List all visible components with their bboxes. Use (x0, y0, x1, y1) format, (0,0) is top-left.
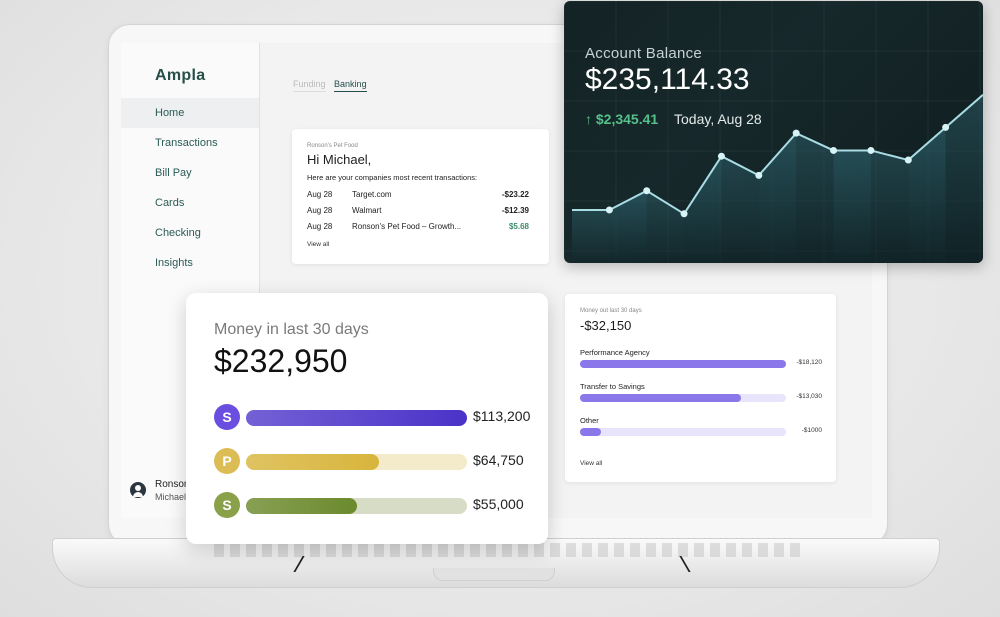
balance-title: Account Balance (585, 45, 703, 62)
money-in-bar-track (246, 454, 467, 470)
money-in-value: $232,950 (214, 343, 348, 379)
transaction-date: Aug 28 (307, 222, 333, 231)
trend-point (755, 171, 763, 179)
trend-area-segment (796, 133, 834, 263)
sidebar-item-home[interactable]: Home (121, 98, 259, 128)
balance-trend-chart (564, 1, 983, 263)
trend-area-segment (758, 133, 797, 263)
greeting: Hi Michael, (307, 152, 372, 167)
sidebar-item-bill-pay[interactable]: Bill Pay (155, 167, 192, 179)
trend-area-segment (572, 209, 610, 263)
trend-point (830, 146, 838, 154)
tab-banking[interactable]: Banking (334, 79, 367, 92)
money-in-card: Money in last 30 days $232,950 S $113,20… (186, 293, 548, 544)
transactions-subtitle: Here are your companies most recent tran… (307, 173, 478, 182)
table-row[interactable]: Aug 28 Ronson's Pet Food – Growth... $5.… (307, 222, 529, 234)
money-out-item-amount: -$1000 (801, 427, 822, 434)
money-out-item-name: Performance Agency (580, 348, 650, 357)
trend-point (680, 210, 688, 218)
transaction-name: Ronson's Pet Food – Growth... (352, 222, 462, 231)
trend-point (867, 146, 875, 154)
money-out-label: Money out last 30 days (580, 308, 642, 314)
laptop-keyboard (214, 543, 804, 557)
transaction-amount: $5.68 (508, 222, 529, 231)
trend-area-segment (609, 190, 647, 263)
list-item[interactable]: Transfer to Savings -$13,030 (580, 382, 822, 412)
money-out-card: Money out last 30 days -$32,150 Performa… (565, 294, 836, 482)
money-out-bar-fill (580, 428, 601, 436)
trend-point (605, 206, 613, 214)
transaction-name: Walmart (352, 206, 382, 215)
money-out-total: -$32,150 (580, 318, 632, 333)
trend-area-segment (684, 156, 722, 263)
money-out-item-amount: -$13,030 (796, 393, 822, 400)
transaction-name: Target.com (352, 190, 392, 199)
recent-transactions-card: Ronson's Pet Food Hi Michael, Here are y… (292, 129, 549, 264)
user-avatar-icon (130, 482, 146, 498)
money-in-amount: $113,200 (473, 408, 531, 424)
money-out-item-name: Transfer to Savings (580, 382, 645, 391)
table-row[interactable]: Aug 28 Walmart -$12.39 (307, 206, 529, 218)
tab-bar: Funding Banking (293, 79, 373, 92)
money-out-bar-fill (580, 360, 786, 368)
user-sub: Michael (155, 492, 187, 502)
balance-change: ↑ $2,345.41 (585, 111, 659, 127)
money-in-title: Money in last 30 days (214, 321, 369, 338)
trend-point (942, 123, 950, 131)
money-out-bar-fill (580, 394, 741, 402)
stripe-icon: S (214, 404, 240, 430)
view-all-money-out-link[interactable]: View all (580, 460, 603, 467)
sidebar-item-insights[interactable]: Insights (155, 257, 193, 269)
trend-point (643, 187, 651, 195)
paypal-icon: P (214, 448, 240, 474)
laptop-notch (433, 568, 555, 581)
list-item[interactable]: Performance Agency -$18,120 (580, 348, 822, 378)
trend-area-segment (721, 156, 759, 263)
trend-point (717, 152, 725, 160)
app-logo[interactable]: Ampla (155, 67, 206, 84)
view-all-transactions-link[interactable]: View all (307, 241, 330, 248)
list-item[interactable]: Other -$1000 (580, 416, 822, 446)
money-in-bar-track (246, 410, 467, 426)
balance-value: $235,114.33 (585, 63, 750, 96)
trend-area-segment (870, 150, 909, 263)
transaction-amount: -$12.39 (501, 206, 529, 215)
money-in-amount: $55,000 (473, 496, 524, 512)
balance-date: Today, Aug 28 (674, 111, 762, 127)
list-item[interactable]: P $64,750 (214, 448, 534, 476)
shopify-icon: S (214, 492, 240, 518)
sidebar-nav: Home Transactions Bill Pay Cards Checkin… (121, 98, 259, 278)
sidebar-item-transactions[interactable]: Transactions (155, 137, 218, 149)
money-in-bar-fill (246, 454, 379, 470)
tab-funding[interactable]: Funding (293, 79, 326, 92)
list-item[interactable]: S $113,200 (214, 404, 534, 432)
trend-area-segment (908, 127, 946, 263)
table-row[interactable]: Aug 28 Target.com -$23.22 (307, 190, 529, 202)
company-name: Ronson's Pet Food (307, 143, 358, 149)
transaction-date: Aug 28 (307, 190, 333, 199)
transaction-amount: -$23.22 (501, 190, 529, 199)
user-profile[interactable]: Ronson Michael (130, 477, 259, 507)
money-out-bar-track (580, 360, 786, 368)
sidebar-item-cards[interactable]: Cards (155, 197, 185, 209)
money-out-bar-track (580, 428, 786, 436)
money-in-amount: $64,750 (473, 452, 524, 468)
trend-point (904, 156, 912, 164)
money-out-bar-track (580, 394, 786, 402)
money-in-bar-fill (246, 410, 467, 426)
trend-area-segment (945, 94, 983, 263)
money-in-bar-fill (246, 498, 357, 514)
list-item[interactable]: S $55,000 (214, 492, 534, 520)
account-balance-card: Account Balance $235,114.33 ↑ $2,345.41 … (564, 1, 983, 263)
money-out-item-name: Other (580, 416, 599, 425)
user-name: Ronson (155, 479, 190, 490)
sidebar-item-checking[interactable]: Checking (155, 227, 201, 239)
money-in-bar-track (246, 498, 467, 514)
trend-area-segment (833, 150, 871, 263)
trend-point (792, 129, 800, 137)
money-out-item-amount: -$18,120 (796, 359, 822, 366)
transaction-date: Aug 28 (307, 206, 333, 215)
trend-line (572, 94, 983, 216)
